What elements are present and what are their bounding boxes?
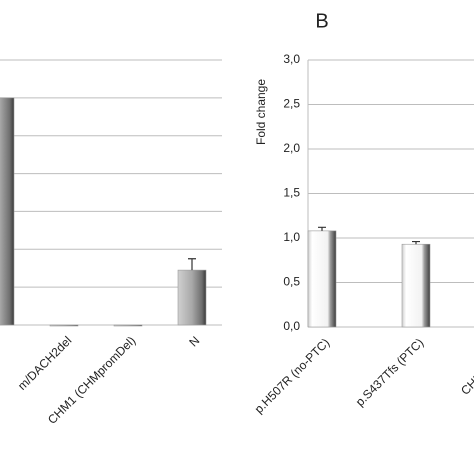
bar xyxy=(113,324,143,327)
y-tick-label: 2,0 xyxy=(283,141,300,155)
y-tick-label: 0,0 xyxy=(283,319,300,333)
error-bar xyxy=(318,226,326,231)
x-tick-label: p.H507R (no-PTC) xyxy=(252,335,333,416)
panel-label: B xyxy=(315,10,328,32)
y-tick-label: 3,0 xyxy=(283,52,300,66)
y-tick-label: 1,0 xyxy=(283,230,300,244)
error-bar xyxy=(412,240,420,245)
x-tick-label: N xyxy=(186,333,202,349)
x-tick-label: CHM4 (no-PT xyxy=(458,335,474,398)
y-tick-label: 2,5 xyxy=(283,97,300,111)
bar xyxy=(307,230,337,328)
x-tick-label: p.S437Tfs (PTC) xyxy=(353,335,427,409)
bar xyxy=(49,324,79,327)
error-bar xyxy=(188,258,196,271)
y-tick-label: 0,5 xyxy=(283,275,300,289)
y-tick-label: 1,5 xyxy=(283,186,300,200)
y-axis-title: Fold change xyxy=(254,79,268,145)
bar xyxy=(177,269,207,326)
x-tick-label: m/DACH2del xyxy=(15,333,74,392)
bar xyxy=(0,97,15,326)
bar xyxy=(401,243,431,328)
